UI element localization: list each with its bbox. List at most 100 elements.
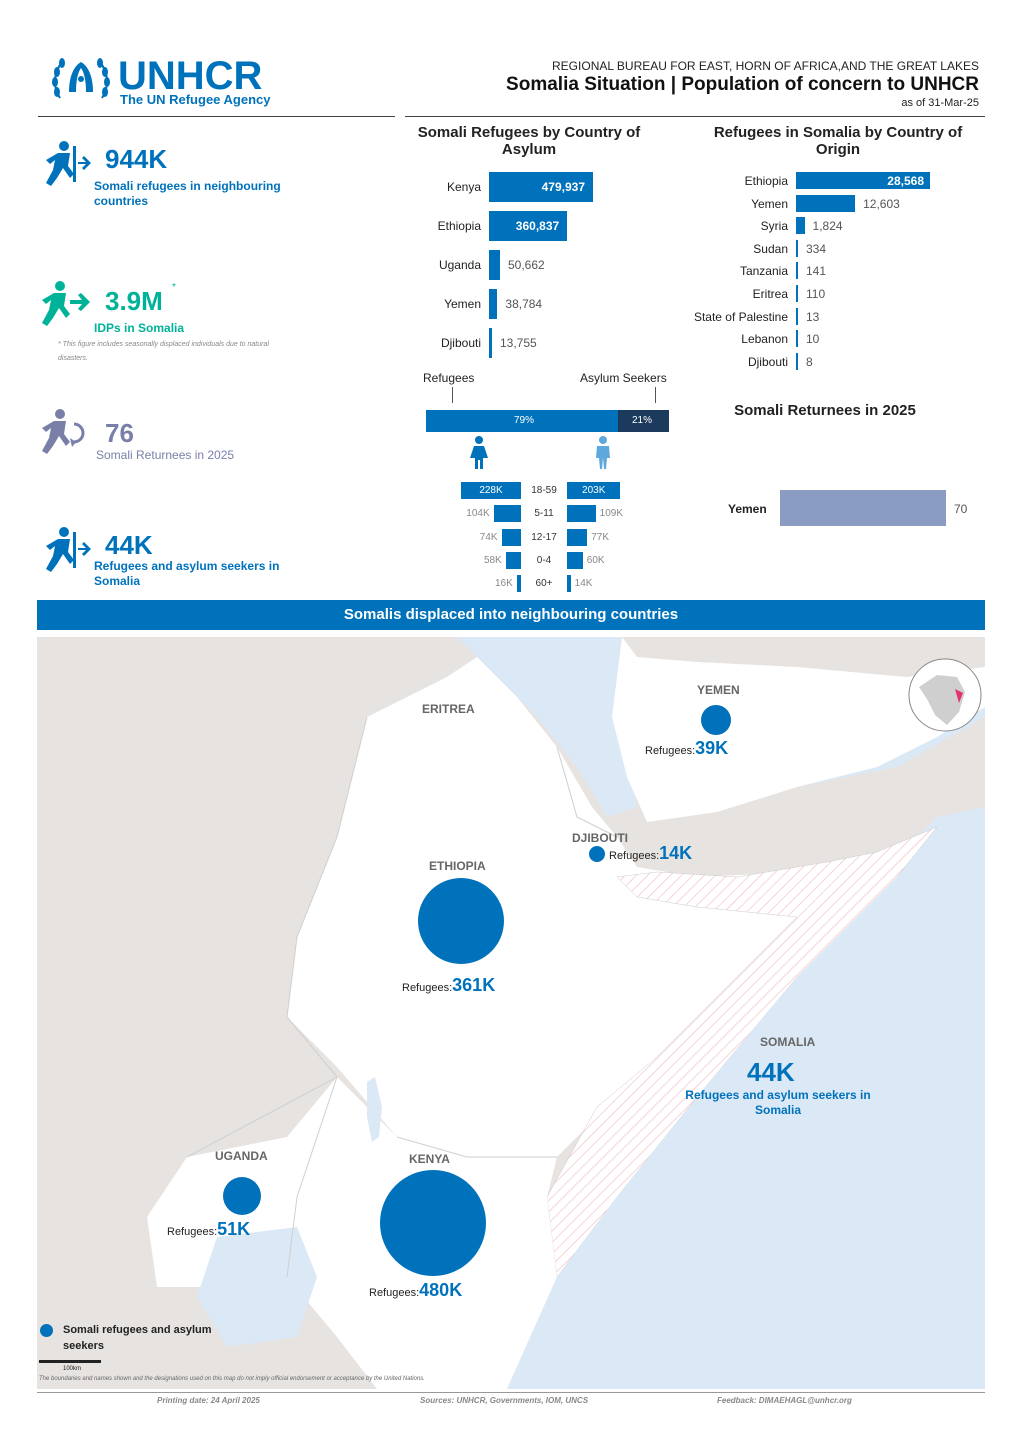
kpi-value: 44K	[105, 530, 153, 560]
label-eritrea: ERITREA	[422, 702, 475, 716]
unhcr-emblem-icon	[52, 58, 110, 99]
ethiopia-ref-label: Refugees:	[402, 982, 453, 994]
origin-bar-value: 141	[806, 264, 827, 279]
kpi-neighbouring-refugees: 944K Somali refugees in neighbouring cou…	[40, 140, 360, 220]
origin-chart-title: Refugees in Somalia by Country of Origin	[713, 124, 963, 158]
kpi-idps: 3.9M * IDPs in Somalia * This figure inc…	[40, 280, 360, 380]
origin-bar-value: 28,568	[887, 174, 924, 188]
asylum-bar	[489, 172, 593, 202]
origin-bar-label: Lebanon	[741, 332, 788, 347]
ethiopia-figure: Refugees:361K	[402, 975, 495, 996]
scale-label: 100km	[63, 1366, 82, 1372]
bubble-yemen	[701, 705, 731, 735]
refugees-label: Refugees	[423, 371, 475, 385]
kpi-returnees: 76 Somali Returnees in 2025	[40, 408, 360, 468]
asylum-bar-value: 13,755	[500, 336, 537, 350]
asylum-pct: 21%	[632, 415, 653, 426]
pyramid-female-bar	[461, 482, 521, 499]
origin-bar-label: Djibouti	[747, 354, 788, 369]
label-djibouti: DJIBOUTI	[572, 831, 629, 845]
asylum-chart-title: Somali Refugees by Country of Asylum	[417, 124, 641, 158]
pyramid-male-value: 203K	[582, 485, 606, 496]
refugees-pct: 79%	[514, 415, 535, 426]
pyramid-female-bar	[501, 528, 521, 546]
pyramid-age-label: 18-59	[531, 485, 557, 496]
kenya-figure: Refugees:480K	[369, 1280, 462, 1301]
pyramid-age-label: 12-17	[531, 531, 557, 543]
origin-bar	[796, 194, 856, 212]
lake-turkana	[367, 1077, 382, 1142]
header-rule-left	[38, 116, 395, 117]
pyramid-female-value: 58K	[483, 554, 502, 566]
returnees-category: Yemen	[728, 502, 767, 516]
kpi-label: IDPs in Somalia	[94, 321, 185, 335]
pyramid-female-value: 74K	[479, 531, 498, 543]
asylum-bar-label: Ethiopia	[437, 219, 481, 233]
origin-bar-label: State of Palestine	[693, 309, 788, 324]
pyramid-female-bar	[505, 551, 521, 569]
asylum-seekers-label: Asylum Seekers	[580, 371, 667, 385]
asylum-bar-label: Kenya	[446, 180, 481, 194]
pyramid-male-bar	[567, 528, 588, 546]
legend-label: Somali refugees and asylum seekers	[63, 1324, 212, 1352]
kpi-label: Somali Returnees in 2025	[96, 448, 235, 462]
pyramid-female-value: 16K	[494, 578, 513, 590]
origin-bar-value: 334	[806, 241, 827, 256]
pyramid-age-label: 0-4	[536, 554, 552, 566]
idp-running-icon	[42, 281, 90, 326]
pyramid-female-value: 104K	[466, 508, 490, 520]
kpi-somalia-refugees: 44K Refugees and asylum seekers in Somal…	[40, 526, 360, 596]
map: ERITREA YEMEN Refugees:39K DJIBOUTI Refu…	[37, 637, 985, 1389]
pyramid-male-value: 60K	[586, 554, 605, 566]
origin-bar-label: Sudan	[753, 241, 788, 256]
map-banner: Somalis displaced into neighbouring coun…	[37, 600, 985, 630]
asylum-bar-label: Djibouti	[440, 336, 481, 350]
uganda-value: 51K	[217, 1219, 251, 1239]
origin-bar	[796, 352, 798, 370]
ethiopia-value: 361K	[452, 975, 496, 995]
origin-bar	[796, 307, 798, 325]
header-rule-right	[405, 116, 985, 117]
asylum-bar	[489, 250, 500, 280]
bubble-uganda	[223, 1177, 261, 1215]
refugee-running-icon	[46, 527, 91, 572]
horn-land	[287, 657, 877, 1157]
origin-bar-chart: Ethiopia 28,568 Yemen 12,603 Syria 1,824 Sudan…	[670, 172, 980, 372]
kenya-ref-label: Refugees:	[369, 1287, 420, 1299]
refugees-share-bar	[426, 410, 618, 432]
djibouti-value: 14K	[659, 843, 693, 863]
origin-bar-value: 110	[806, 287, 826, 301]
uganda-ref-label: Refugees:	[167, 1226, 218, 1238]
kpi-label: Somali refugees in neighbouring countrie…	[94, 179, 281, 208]
asylum-bar	[489, 211, 568, 241]
kpi-value: 76	[105, 418, 134, 448]
pyramid-male-bar	[567, 551, 583, 569]
djibouti-figure: Refugees:14K	[609, 843, 692, 864]
asylum-bar-value: 360,837	[515, 219, 560, 233]
scale-bar	[39, 1360, 101, 1363]
yemen-figure: Refugees:39K	[645, 738, 728, 759]
asylum-bar-value: 38,784	[505, 297, 543, 311]
org-name: UNHCR	[118, 54, 263, 98]
asylum-bar-chart: Kenya 479,937 Ethiopia 360,837 Uganda 50,662 Y…	[405, 170, 665, 360]
origin-bar	[796, 330, 798, 348]
kpi-label: Refugees and asylum seekers in Somalia	[94, 559, 280, 588]
pyramid-male-bar	[567, 482, 621, 499]
returnees-chart-title: Somali Returnees in 2025	[734, 402, 916, 419]
legend-dot	[40, 1324, 53, 1337]
asylum-bar-label: Uganda	[438, 258, 481, 272]
bureau-name: REGIONAL BUREAU FOR EAST, HORN OF AFRICA…	[552, 59, 979, 73]
pyramid-female-bar	[516, 575, 521, 593]
refugee-asylum-split-bar: 79% 21%	[426, 410, 669, 432]
kpi-value: 944K	[105, 144, 168, 174]
label-yemen: YEMEN	[697, 683, 740, 697]
age-sex-pyramid: 18-59 228K 203K 5-11 104K 109K 12-17 74K 77K 0-4 5…	[440, 478, 680, 598]
asylum-tick	[655, 387, 656, 403]
org-tagline: The UN Refugee Agency	[120, 92, 271, 107]
pyramid-male-value: 14K	[574, 578, 593, 590]
pyramid-male-value: 77K	[591, 531, 610, 543]
map-disclaimer: The boundaries and names shown and the d…	[39, 1376, 425, 1382]
asylum-bar	[489, 289, 498, 319]
feedback: Feedback: DIMAEHAGL@unhcr.org	[717, 1396, 852, 1405]
yemen-land	[612, 637, 985, 822]
